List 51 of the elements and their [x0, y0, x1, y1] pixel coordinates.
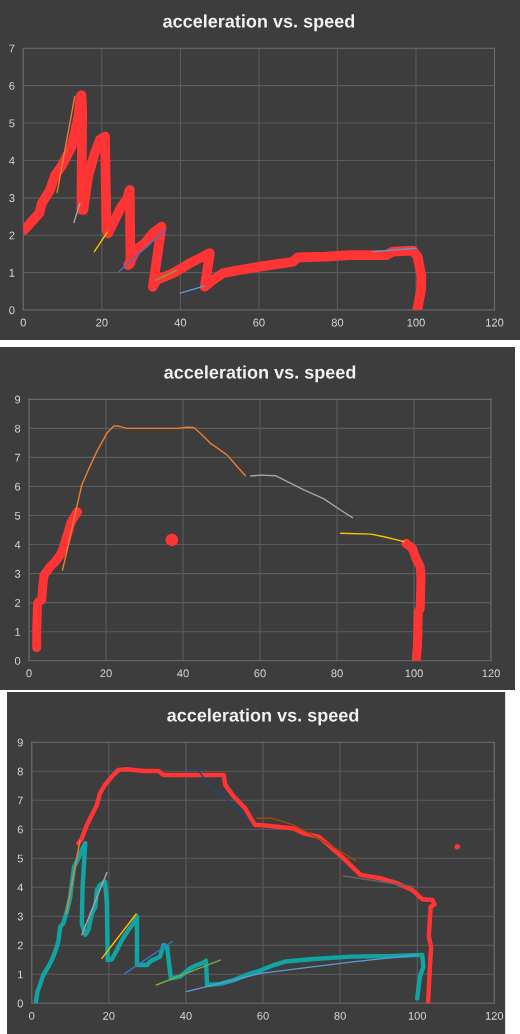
y-tick-label: 4 [17, 883, 24, 892]
y-tick-label: 4 [14, 540, 21, 549]
x-tick-label: 20 [96, 318, 108, 327]
x-tick-label: 0 [26, 669, 32, 678]
y-tick-label: 6 [17, 825, 23, 834]
x-tick-label: 20 [103, 1011, 115, 1020]
x-tick-label: 120 [486, 318, 504, 327]
y-tick-label: 5 [14, 511, 21, 520]
x-tick-label: 100 [405, 669, 423, 678]
x-tick-label: 60 [254, 669, 266, 678]
y-tick-label: 6 [15, 482, 21, 491]
y-tick-label: 9 [15, 395, 21, 404]
y-tick-label: 2 [15, 598, 21, 607]
chart-title: acceleration vs. speed [164, 365, 356, 383]
y-tick-label: 0 [9, 306, 15, 315]
y-tick-label: 5 [9, 119, 15, 128]
x-tick-label: 20 [100, 669, 112, 678]
x-tick-label: 40 [174, 318, 187, 327]
y-tick-label: 6 [9, 81, 15, 90]
y-tick-label: 1 [18, 970, 23, 979]
chart-title: acceleration vs. speed [167, 708, 359, 726]
x-tick-label: 60 [257, 1011, 269, 1020]
y-tick-label: 7 [15, 453, 21, 462]
y-tick-label: 4 [9, 156, 15, 165]
chart-title: acceleration vs. speed [163, 14, 355, 32]
y-tick-label: 0 [14, 656, 21, 665]
y-tick-label: 3 [17, 912, 23, 921]
y-tick-label: 9 [17, 738, 23, 747]
x-tick-label: 80 [334, 1011, 346, 1020]
y-tick-label: 7 [17, 796, 23, 805]
x-tick-label: 120 [482, 669, 500, 678]
y-tick-label: 1 [15, 628, 21, 636]
x-tick-label: 100 [408, 1011, 427, 1020]
y-tick-label: 2 [9, 231, 15, 240]
y-tick-label: 0 [17, 999, 23, 1008]
y-tick-label: 1 [9, 268, 15, 277]
y-tick-label: 7 [9, 44, 15, 53]
y-tick-label: 8 [14, 424, 21, 433]
x-tick-label: 40 [179, 1011, 192, 1020]
x-tick-label: 60 [253, 318, 265, 327]
x-tick-label: 120 [485, 1011, 504, 1020]
y-tick-label: 2 [17, 941, 23, 950]
x-tick-label: 0 [29, 1011, 35, 1020]
x-tick-label: 40 [177, 669, 189, 678]
x-tick-label: 80 [331, 669, 343, 678]
y-tick-label: 3 [9, 194, 15, 202]
x-tick-label: 100 [407, 318, 425, 327]
x-tick-label: 80 [331, 318, 344, 327]
y-tick-label: 8 [17, 767, 23, 776]
y-tick-label: 3 [14, 569, 21, 578]
y-tick-label: 5 [17, 854, 23, 863]
